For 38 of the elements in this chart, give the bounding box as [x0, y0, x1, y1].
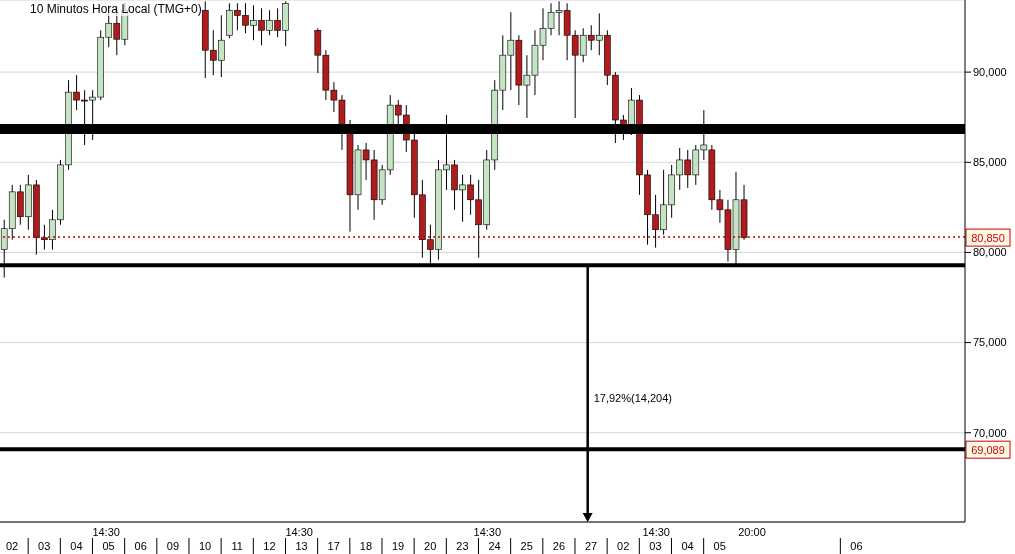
x-tick-label: 06	[850, 540, 863, 552]
x-tick-label: 03	[38, 540, 51, 552]
ref-line-label: 69,089	[971, 444, 1005, 457]
x-tick-label: 03	[649, 540, 662, 552]
x-tick-label: 06	[134, 540, 147, 552]
y-tick-label: 90,000	[973, 66, 1007, 79]
x-tick-label: 02	[5, 540, 19, 552]
x-tick-label: 24	[488, 540, 501, 552]
x-tick-label: 05	[102, 540, 115, 552]
x-tick-label: 18	[359, 540, 373, 552]
text: 14:30	[473, 526, 502, 538]
text: 14:30	[285, 526, 313, 538]
x-tick-label: 23	[456, 540, 469, 552]
x-tick-label: 17	[327, 540, 340, 552]
x-tick-label: 27	[584, 540, 598, 552]
x-tick-label: 19	[391, 540, 405, 552]
x-tick-label: 12	[263, 540, 276, 552]
y-tick-label: 80,000	[973, 246, 1007, 259]
x-tick-label: 05	[713, 540, 726, 552]
x-tick-label: 13	[295, 540, 308, 552]
x-tick-label: 04	[70, 540, 83, 552]
text: 14:30	[642, 526, 670, 538]
chart-title: 10 Minutos Hora Local (TMG+0)	[30, 2, 202, 16]
x-tick-label: 09	[166, 540, 180, 552]
x-tick-label: 04	[681, 540, 694, 552]
text: 14:30	[92, 526, 120, 538]
y-tick-label: 75,000	[973, 336, 1007, 349]
ref-line-label: 80,850	[971, 232, 1005, 245]
x-tick-label: 11	[231, 540, 243, 552]
x-tick-label: 26	[552, 540, 566, 552]
text: 20:00	[738, 526, 766, 538]
x-tick-label: 20	[424, 540, 437, 552]
y-tick-label: 70,000	[973, 426, 1007, 439]
x-tick-label: 25	[520, 540, 533, 552]
annotation: 17,92%(14,204)	[593, 391, 672, 404]
x-tick-label: 10	[198, 540, 212, 552]
y-tick-label: 85,000	[973, 156, 1007, 169]
x-tick-label: 02	[617, 540, 630, 552]
